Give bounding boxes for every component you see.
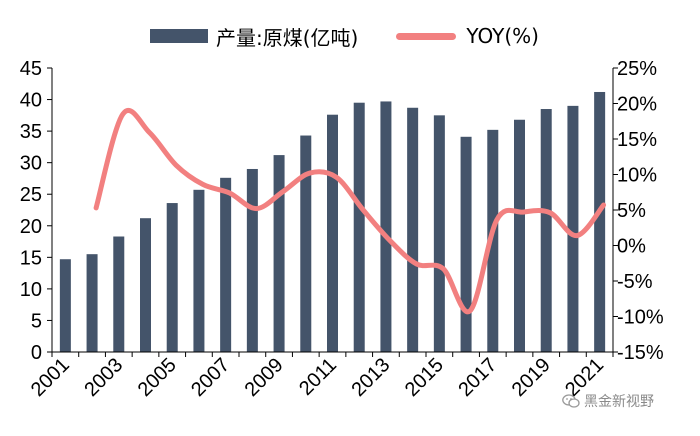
watermark-text: 黑金新视野 xyxy=(584,394,654,410)
bar-2021 xyxy=(594,91,606,352)
bar-2003 xyxy=(113,236,125,352)
right-tick-label: 5% xyxy=(617,200,646,222)
bar-2019 xyxy=(540,109,552,353)
x-tick-label: 2007 xyxy=(187,354,234,401)
bar-2006 xyxy=(193,189,205,352)
bar-2004 xyxy=(140,218,151,352)
bar-2012 xyxy=(353,102,365,352)
bar-2010 xyxy=(300,135,312,352)
bar-2016 xyxy=(460,136,472,352)
bar-2013 xyxy=(380,101,392,353)
bar-2005 xyxy=(166,203,178,352)
right-tick-label: 0% xyxy=(617,236,646,258)
x-tick-label: 2009 xyxy=(241,354,288,401)
legend-item-output: 产量:原煤(亿吨) xyxy=(150,22,358,51)
x-tick-label: 2013 xyxy=(347,354,394,401)
yoy-line-group xyxy=(93,108,607,315)
bar-2020 xyxy=(567,105,579,352)
legend-label-yoy: YOY(%) xyxy=(466,24,539,48)
bar-2009 xyxy=(273,155,285,352)
yoy-line xyxy=(93,108,607,315)
x-tick-label: 2017 xyxy=(454,354,501,401)
left-tick-label: 30 xyxy=(20,153,42,175)
watermark: 黑金新视野 xyxy=(562,391,654,411)
bar-2008 xyxy=(246,168,258,352)
right-tick-label: 20% xyxy=(617,94,657,116)
left-tick-label: 5 xyxy=(31,310,42,332)
right-tick-label: 15% xyxy=(617,129,657,151)
left-axis-ticks: 0 5 10 15 20 25 30 35 40 45 xyxy=(20,58,52,364)
x-axis-ticks: 2001 2003 2005 2007 2009 2011 2013 2015 2017 2019… xyxy=(27,352,614,401)
bar-2002 xyxy=(86,254,98,352)
x-tick-label: 2011 xyxy=(295,354,341,400)
bar-2011 xyxy=(327,114,338,352)
bar-2018 xyxy=(514,119,525,352)
left-tick-label: 40 xyxy=(20,90,42,112)
bar-2017 xyxy=(487,129,499,352)
bar-2007 xyxy=(220,177,232,352)
right-axis-ticks: -15% -10% -5% 0% 5% 10% 15% 20% 25% xyxy=(613,58,664,364)
right-tick-label: -10% xyxy=(617,307,664,329)
left-tick-label: 15 xyxy=(20,247,42,269)
left-tick-label: 10 xyxy=(20,279,42,301)
x-tick-label: 2003 xyxy=(80,354,127,401)
left-tick-label: 20 xyxy=(20,216,42,238)
left-tick-label: 25 xyxy=(20,184,42,206)
bar-2014 xyxy=(407,107,419,352)
right-tick-label: 25% xyxy=(617,58,657,80)
legend: 产量:原煤(亿吨) YOY(%) xyxy=(150,22,577,51)
left-tick-label: 0 xyxy=(31,342,42,364)
x-tick-label: 2015 xyxy=(401,354,448,401)
bar-2001 xyxy=(59,259,71,352)
legend-item-yoy: YOY(%) xyxy=(396,24,539,48)
x-tick-label: 2005 xyxy=(134,354,181,401)
right-tick-label: -5% xyxy=(617,271,653,293)
bar-2015 xyxy=(433,115,445,352)
wechat-icon xyxy=(562,394,580,408)
left-tick-label: 35 xyxy=(20,121,42,143)
legend-swatch-line xyxy=(396,32,457,40)
bars-group xyxy=(59,91,606,353)
left-tick-label: 45 xyxy=(20,58,42,80)
right-tick-label: 10% xyxy=(617,165,657,187)
legend-label-output: 产量:原煤(亿吨) xyxy=(216,25,359,50)
legend-swatch-bar xyxy=(150,29,208,43)
x-tick-label: 2019 xyxy=(508,354,555,401)
right-tick-label: -15% xyxy=(617,342,664,364)
